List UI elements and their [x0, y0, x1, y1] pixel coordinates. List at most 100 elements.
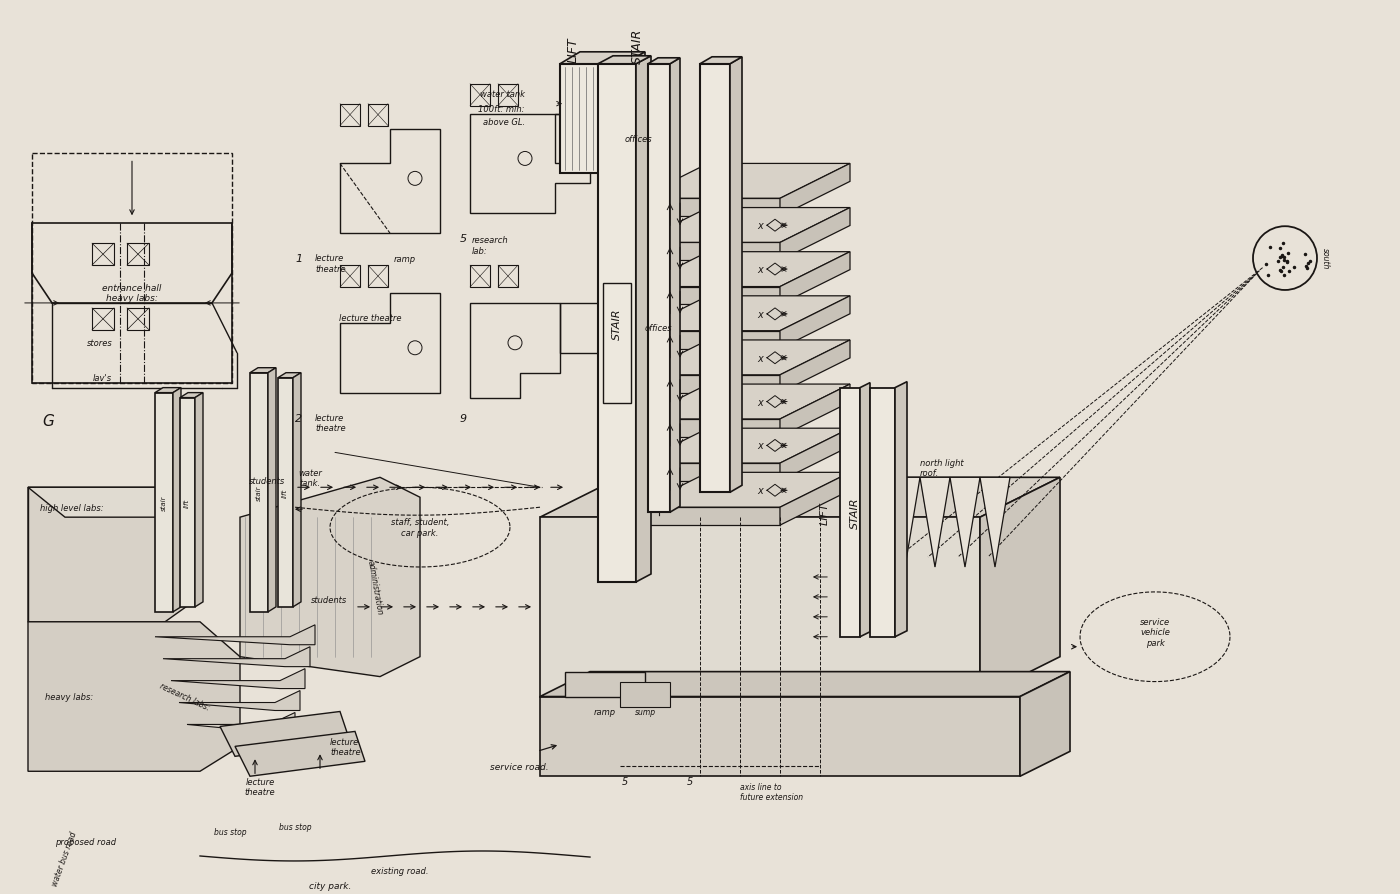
Bar: [598, 64, 636, 582]
Polygon shape: [780, 208, 850, 261]
Polygon shape: [540, 672, 1070, 696]
Text: STAIR: STAIR: [612, 308, 622, 339]
Text: bus stop: bus stop: [214, 827, 246, 836]
Text: service
vehicle
park: service vehicle park: [1140, 617, 1170, 647]
Text: 5: 5: [461, 234, 468, 244]
Polygon shape: [671, 59, 680, 512]
Bar: [92, 244, 113, 266]
Bar: [560, 64, 624, 174]
Text: stair: stair: [161, 495, 167, 510]
Text: lecture
theatre: lecture theatre: [315, 254, 346, 274]
Text: LIFT: LIFT: [567, 37, 580, 63]
Polygon shape: [28, 622, 239, 772]
Polygon shape: [566, 672, 645, 696]
Polygon shape: [598, 56, 651, 64]
Polygon shape: [951, 477, 980, 568]
Bar: [700, 64, 729, 493]
Text: x: x: [757, 309, 763, 319]
Text: existing road.: existing road.: [371, 866, 428, 875]
Text: stores: stores: [87, 339, 113, 348]
Polygon shape: [560, 53, 645, 64]
Polygon shape: [279, 374, 301, 378]
Bar: [498, 85, 518, 106]
Polygon shape: [181, 393, 203, 398]
Bar: [92, 308, 113, 331]
Polygon shape: [162, 647, 309, 667]
Polygon shape: [195, 393, 203, 607]
Polygon shape: [780, 429, 850, 482]
Text: lecture
theatre: lecture theatre: [330, 737, 361, 756]
Text: staff, student,
car park.: staff, student, car park.: [391, 518, 449, 537]
Bar: [368, 105, 388, 126]
Text: lift: lift: [183, 498, 190, 507]
Text: water tank: water tank: [480, 90, 525, 99]
Polygon shape: [638, 164, 850, 199]
Text: ramp: ramp: [594, 707, 616, 716]
Text: offices: offices: [645, 324, 672, 333]
Polygon shape: [638, 199, 780, 217]
Text: axis line to
future extension: axis line to future extension: [741, 781, 804, 801]
Polygon shape: [638, 464, 780, 482]
Text: high level labs:: high level labs:: [41, 503, 104, 512]
Text: 5: 5: [622, 776, 629, 787]
Bar: [470, 266, 490, 288]
Text: x: x: [757, 353, 763, 363]
Text: heavy labs:: heavy labs:: [45, 692, 94, 701]
Text: research
lab:: research lab:: [472, 236, 508, 256]
Polygon shape: [179, 691, 300, 711]
Text: lecture
theatre: lecture theatre: [245, 777, 276, 796]
Text: proposed road: proposed road: [55, 837, 116, 846]
Text: lav's: lav's: [92, 374, 112, 383]
Polygon shape: [155, 388, 181, 393]
Bar: [368, 266, 388, 288]
Polygon shape: [638, 384, 850, 419]
Polygon shape: [155, 393, 174, 612]
Polygon shape: [638, 297, 850, 332]
Polygon shape: [780, 341, 850, 393]
Text: stair: stair: [256, 485, 262, 501]
Text: 1: 1: [295, 254, 302, 264]
Text: 2: 2: [295, 413, 302, 423]
Text: G: G: [42, 413, 53, 428]
Text: 9: 9: [461, 413, 468, 423]
Text: water bus road: water bus road: [50, 830, 78, 887]
Text: students: students: [311, 595, 347, 604]
Polygon shape: [638, 287, 780, 305]
Polygon shape: [780, 473, 850, 526]
Polygon shape: [638, 473, 850, 508]
Text: north light
roof.: north light roof.: [920, 458, 963, 477]
Polygon shape: [890, 477, 920, 568]
Polygon shape: [780, 252, 850, 305]
Text: offices: offices: [624, 135, 652, 144]
Polygon shape: [28, 488, 200, 518]
Bar: [603, 283, 631, 403]
Polygon shape: [980, 477, 1009, 568]
Polygon shape: [860, 384, 869, 637]
Text: heavy labs:: heavy labs:: [106, 294, 158, 303]
Polygon shape: [920, 477, 951, 568]
Text: 100ft: min:: 100ft: min:: [479, 105, 525, 114]
Polygon shape: [251, 374, 267, 612]
Polygon shape: [895, 383, 907, 637]
Polygon shape: [220, 712, 350, 756]
Text: lecture
theatre: lecture theatre: [315, 413, 346, 433]
Text: students: students: [249, 477, 286, 485]
Polygon shape: [638, 375, 780, 393]
Polygon shape: [235, 731, 365, 776]
Text: sump: sump: [634, 707, 655, 716]
Bar: [127, 244, 148, 266]
Bar: [554, 114, 636, 164]
Polygon shape: [28, 488, 200, 622]
Text: administration: administration: [365, 560, 384, 615]
Polygon shape: [267, 368, 276, 612]
Text: STAIR: STAIR: [850, 497, 860, 528]
Text: south: south: [1320, 249, 1330, 269]
Polygon shape: [171, 669, 305, 688]
Polygon shape: [638, 341, 850, 375]
Polygon shape: [980, 477, 1060, 696]
Polygon shape: [638, 419, 780, 437]
Text: service road.: service road.: [490, 762, 549, 771]
Polygon shape: [780, 297, 850, 350]
Polygon shape: [279, 378, 293, 607]
Polygon shape: [638, 429, 850, 464]
